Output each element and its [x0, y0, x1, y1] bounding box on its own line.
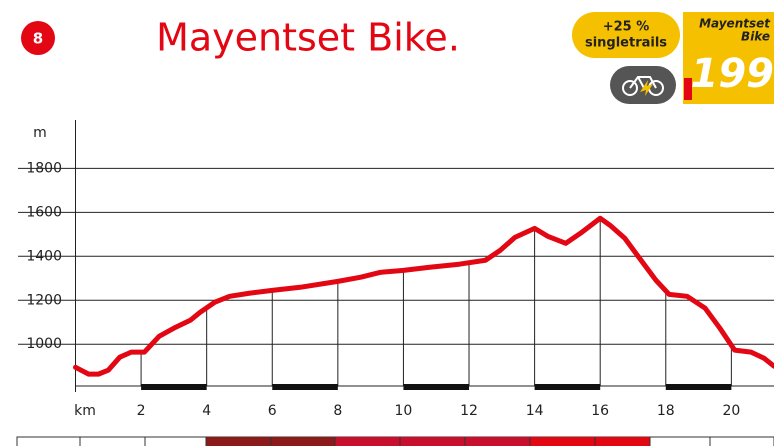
km-lines: [140, 218, 732, 386]
x-tick-label: 8: [333, 403, 342, 419]
route-number: 199: [691, 51, 774, 97]
tag-line: singletrails: [585, 36, 667, 51]
route-name: Bike: [741, 30, 770, 44]
title: Mayentset Bike.: [156, 16, 460, 60]
tag: [572, 12, 680, 58]
table-strip: [16, 436, 774, 446]
badge-circle: [21, 21, 55, 55]
scale-bar: [403, 384, 470, 390]
route-marker: [684, 78, 692, 100]
x-tick-label: 16: [591, 403, 609, 419]
x-axis-label: km: [74, 403, 96, 419]
scale-bar: [141, 384, 207, 390]
y-axis-label: m: [33, 125, 47, 141]
x-tick-label: 18: [657, 403, 675, 419]
x-tick-label: 2: [137, 403, 146, 419]
scale-bar: [272, 384, 338, 390]
x-tick-label: 14: [526, 403, 544, 419]
x-tick-label: 10: [395, 403, 413, 419]
badge: 8: [33, 30, 43, 48]
x-tick-label: 6: [268, 403, 277, 419]
x-tick-label: 20: [722, 403, 740, 419]
scale-bar: [534, 384, 601, 390]
elevation-line: [73, 215, 774, 377]
bolt: [640, 80, 653, 96]
scale-bar: [665, 384, 732, 390]
route-sign: [683, 12, 774, 104]
x-tick-label: 12: [460, 403, 478, 419]
route-name: Mayentset: [699, 17, 771, 31]
tag-line: +25 %: [603, 20, 650, 35]
x-tick-label: 4: [202, 403, 211, 419]
